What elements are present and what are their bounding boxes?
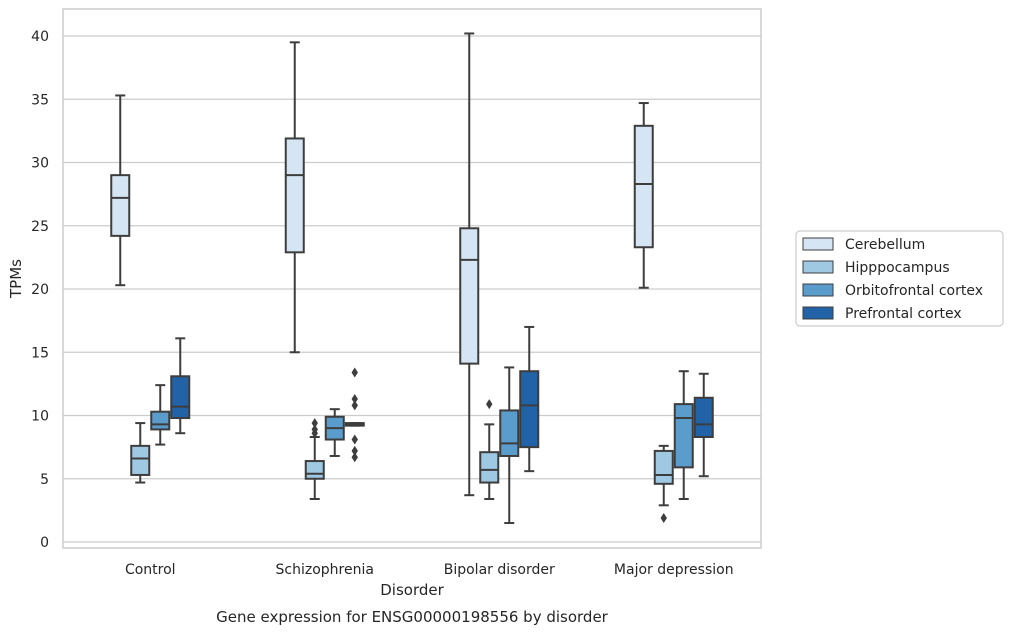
boxes (110, 32, 714, 525)
box-iqr (673, 403, 694, 469)
box-prefrontal-cortex (519, 325, 540, 473)
legend-label: Orbitofrontal cortex (845, 283, 983, 299)
box-orbitofrontal-cortex (499, 366, 520, 525)
outlier-point (351, 445, 358, 456)
legend-item: Prefrontal cortex (802, 306, 962, 322)
legend-label: Cerebellum (845, 237, 925, 253)
x-axis-label: Disorder (380, 581, 444, 599)
box-iqr (459, 227, 480, 365)
box-orbitofrontal-cortex (673, 370, 694, 500)
box-iqr (150, 410, 171, 431)
outlier-point (311, 418, 318, 429)
y-tick-labels: 0 5 10 15 20 25 30 35 40 (31, 29, 49, 551)
outlier-point (486, 399, 493, 410)
box-iqr (479, 451, 500, 484)
y-tick-label: 25 (31, 219, 49, 235)
outlier-point (311, 424, 318, 435)
box-iqr (653, 449, 674, 485)
box-iqr (693, 396, 714, 439)
box-iqr (284, 137, 305, 254)
x-tick-label: Bipolar disorder (444, 562, 555, 578)
box-iqr (304, 460, 325, 480)
y-tick-label: 0 (40, 535, 49, 551)
box-iqr (519, 370, 540, 449)
legend: Cerebellum Hipppocampus Orbitofrontal cort… (795, 230, 1004, 327)
box-hipppocampus (479, 399, 500, 500)
x-tick-label: Schizophrenia (276, 562, 374, 578)
y-tick-label: 10 (31, 409, 49, 425)
box-prefrontal-cortex (693, 372, 714, 478)
outlier-point (351, 400, 358, 411)
box-iqr (110, 174, 131, 237)
box-prefrontal-cortex (170, 337, 191, 435)
legend-swatch (802, 283, 834, 297)
legend-label: Prefrontal cortex (845, 306, 962, 322)
box-hipppocampus (653, 444, 674, 523)
outlier-point (351, 367, 358, 378)
box-cerebellum (284, 41, 305, 354)
box-iqr (170, 375, 191, 420)
box-orbitofrontal-cortex (324, 408, 345, 457)
legend-label: Hipppocampus (845, 260, 950, 276)
legend-item: Orbitofrontal cortex (802, 283, 983, 299)
x-tick-labels: Control Schizophrenia Bipolar disorder Majo… (125, 562, 734, 578)
y-tick-label: 20 (31, 282, 49, 298)
box-iqr (130, 444, 151, 476)
y-tick-label: 40 (31, 29, 49, 45)
outlier-point (351, 452, 358, 463)
y-tick-label: 35 (31, 92, 49, 108)
outlier-point (351, 434, 358, 445)
legend-item: Hipppocampus (802, 260, 950, 276)
box-iqr (499, 409, 520, 457)
box-cerebellum (459, 32, 480, 497)
plot-frame (62, 8, 762, 549)
box-cerebellum (633, 102, 654, 289)
box-iqr (633, 124, 654, 249)
legend-frame (795, 230, 1004, 327)
x-tick-label: Major depression (614, 562, 734, 578)
outlier-point (660, 512, 667, 523)
x-tick-label: Control (125, 562, 176, 578)
box-cerebellum (110, 94, 131, 287)
legend-item: Cerebellum (802, 237, 925, 253)
y-tick-label: 15 (31, 345, 49, 361)
y-axis-label: TPMs (7, 259, 25, 299)
legend-swatch (802, 237, 834, 251)
chart-title: Gene expression for ENSG00000198556 by d… (216, 608, 609, 626)
y-tick-label: 30 (31, 156, 49, 172)
legend-swatch (802, 260, 834, 274)
box-orbitofrontal-cortex (150, 384, 171, 446)
box-hipppocampus (304, 418, 325, 500)
legend-swatch (802, 306, 834, 320)
y-tick-label: 5 (40, 472, 49, 488)
box-hipppocampus (130, 422, 151, 484)
outlier-point (351, 394, 358, 405)
box-prefrontal-cortex (344, 367, 365, 463)
